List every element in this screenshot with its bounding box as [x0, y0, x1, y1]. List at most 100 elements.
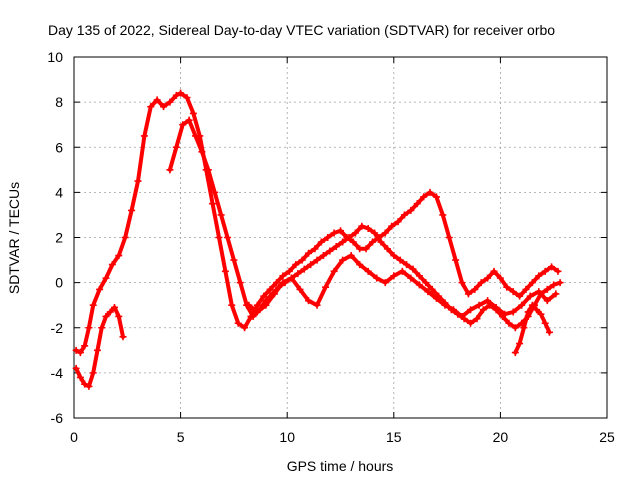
data-point-marker	[241, 324, 249, 332]
data-point-marker	[279, 279, 287, 287]
data-point-marker	[441, 301, 449, 309]
data-point-marker	[415, 272, 423, 280]
x-axis-label: GPS time / hours	[287, 458, 394, 474]
data-point-marker	[364, 267, 372, 275]
data-point-marker	[426, 188, 434, 196]
data-point-marker	[292, 261, 300, 269]
data-point-marker	[273, 279, 281, 287]
data-point-marker	[409, 265, 417, 273]
data-point-marker	[554, 267, 562, 275]
data-point-marker	[294, 270, 302, 278]
data-point-marker	[183, 94, 191, 102]
data-point-marker	[541, 267, 549, 275]
data-point-marker	[464, 290, 472, 298]
y-tick-label: -2	[51, 320, 64, 336]
data-point-marker	[96, 285, 104, 293]
data-point-marker	[185, 116, 193, 124]
data-point-marker	[339, 238, 347, 246]
data-point-marker	[349, 238, 357, 246]
data-point-marker	[330, 267, 338, 275]
data-point-marker	[89, 301, 97, 309]
data-point-marker	[266, 285, 274, 293]
data-point-marker	[501, 310, 509, 318]
data-point-marker	[93, 346, 101, 354]
data-point-marker	[305, 297, 313, 305]
data-point-marker	[377, 238, 385, 246]
data-point-marker	[511, 324, 519, 332]
data-point-marker	[249, 312, 257, 320]
data-point-marker	[221, 267, 229, 275]
data-point-marker	[403, 261, 411, 269]
data-point-marker	[81, 380, 89, 388]
data-point-marker	[98, 324, 106, 332]
data-point-marker	[253, 301, 261, 309]
data-point-marker	[128, 206, 136, 214]
data-point-marker	[345, 234, 353, 241]
data-point-marker	[467, 306, 475, 314]
data-point-marker	[381, 229, 389, 237]
y-tick-label: 10	[47, 49, 63, 65]
data-point-marker	[119, 333, 127, 341]
data-point-marker	[285, 267, 293, 275]
data-point-marker	[230, 256, 238, 264]
data-point-marker	[147, 103, 155, 111]
axis-ticks: 0 5 10 15 20 25 -6 -4 -2 0 2 4 6 8 10	[47, 49, 615, 445]
data-point-marker	[475, 301, 483, 309]
data-point-marker	[192, 132, 200, 140]
data-point-marker	[471, 285, 479, 293]
data-point-marker	[102, 274, 110, 282]
data-point-marker	[516, 340, 524, 348]
data-point-marker	[217, 211, 225, 219]
data-point-marker	[305, 249, 313, 257]
data-point-marker	[358, 222, 366, 230]
chart-title: Day 135 of 2022, Sidereal Day-to-day VTE…	[48, 22, 555, 38]
data-point-marker	[236, 279, 244, 287]
data-point-marker	[492, 303, 500, 311]
grid-lines	[74, 57, 607, 418]
x-tick-label: 10	[279, 429, 295, 445]
data-point-marker	[550, 281, 558, 289]
data-point-marker	[177, 89, 185, 97]
data-point-marker	[72, 346, 80, 354]
data-point-marker	[311, 245, 319, 253]
data-point-marker	[166, 166, 174, 174]
data-point-marker	[422, 279, 430, 287]
data-point-marker	[121, 234, 129, 241]
data-point-marker	[473, 315, 481, 323]
data-point-marker	[140, 132, 148, 140]
data-point-marker	[552, 290, 560, 298]
data-point-marker	[545, 328, 553, 336]
data-point-marker	[108, 261, 116, 269]
data-point-marker	[153, 96, 161, 104]
data-point-marker	[452, 256, 460, 264]
x-tick-label: 5	[177, 429, 185, 445]
data-point-marker	[317, 238, 325, 246]
data-point-marker	[287, 274, 295, 282]
data-point-marker	[479, 306, 487, 314]
data-point-marker	[458, 279, 466, 287]
data-point-marker	[81, 342, 89, 350]
data-point-marker	[496, 274, 504, 282]
data-point-marker	[432, 193, 440, 201]
data-point-marker	[330, 229, 338, 237]
data-point-marker	[115, 252, 123, 260]
data-point-marker	[528, 301, 536, 309]
data-point-marker	[189, 109, 197, 117]
data-point-marker	[337, 227, 344, 235]
data-point-marker	[319, 252, 327, 260]
data-point-marker	[535, 272, 543, 280]
data-point-marker	[160, 103, 168, 111]
data-point-marker	[324, 234, 332, 241]
data-point-marker	[172, 143, 180, 151]
data-point-marker	[262, 301, 270, 309]
data-point-marker	[383, 245, 391, 253]
data-point-marker	[106, 308, 114, 316]
data-point-marker	[204, 166, 212, 174]
data-point-marker	[541, 319, 549, 327]
data-point-marker	[390, 272, 398, 280]
data-point-marker	[198, 148, 206, 156]
data-point-marker	[394, 218, 402, 226]
data-point-marker	[368, 238, 376, 246]
y-tick-label: 4	[55, 184, 63, 200]
data-point-marker	[458, 312, 466, 320]
